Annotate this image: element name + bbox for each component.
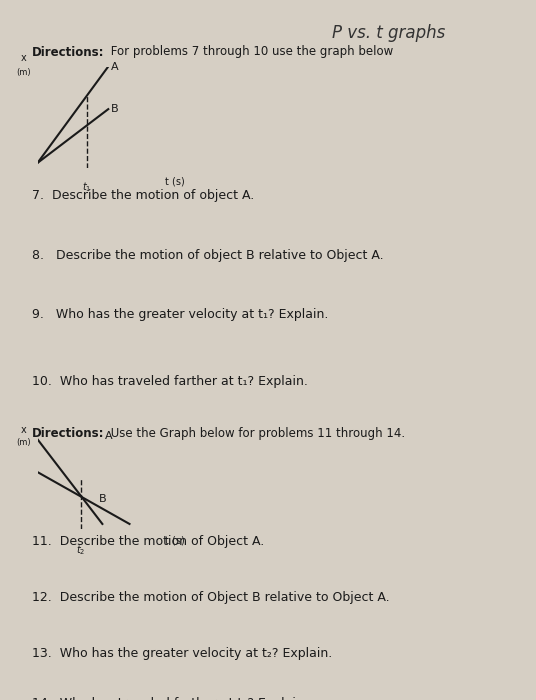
Text: 7.  Describe the motion of object A.: 7. Describe the motion of object A.	[32, 189, 255, 202]
Text: For problems 7 through 10 use the graph below: For problems 7 through 10 use the graph …	[107, 46, 393, 59]
Text: (m): (m)	[16, 438, 31, 447]
Text: (m): (m)	[16, 68, 31, 76]
Text: 13.  Who has the greater velocity at t₂? Explain.: 13. Who has the greater velocity at t₂? …	[32, 648, 332, 661]
Text: P vs. t graphs: P vs. t graphs	[332, 25, 445, 43]
Text: Use the Graph below for problems 11 through 14.: Use the Graph below for problems 11 thro…	[107, 427, 405, 440]
Text: B: B	[99, 494, 107, 505]
Text: 11.  Describe the motion of Object A.: 11. Describe the motion of Object A.	[32, 536, 264, 549]
Text: 10.  Who has traveled farther at t₁? Explain.: 10. Who has traveled farther at t₁? Expl…	[32, 374, 308, 388]
Text: A: A	[105, 430, 113, 441]
Text: 9.   Who has the greater velocity at t₁? Explain.: 9. Who has the greater velocity at t₁? E…	[32, 308, 329, 321]
Text: $t_2$: $t_2$	[77, 543, 86, 557]
Text: Directions:: Directions:	[32, 427, 105, 440]
Text: t (s): t (s)	[165, 176, 184, 186]
Text: x: x	[20, 425, 26, 435]
Text: Directions:: Directions:	[32, 46, 105, 59]
Text: t (s): t (s)	[165, 536, 184, 546]
Text: x: x	[20, 53, 26, 64]
Text: $t_1$: $t_1$	[83, 180, 92, 194]
Text: B: B	[110, 104, 118, 114]
Text: 12.  Describe the motion of Object B relative to Object A.: 12. Describe the motion of Object B rela…	[32, 592, 390, 605]
Text: 14.  Who has traveled farther at t₂? Explain.: 14. Who has traveled farther at t₂? Expl…	[32, 696, 308, 700]
Text: A: A	[110, 62, 118, 71]
Text: 8.   Describe the motion of object B relative to Object A.: 8. Describe the motion of object B relat…	[32, 248, 384, 262]
